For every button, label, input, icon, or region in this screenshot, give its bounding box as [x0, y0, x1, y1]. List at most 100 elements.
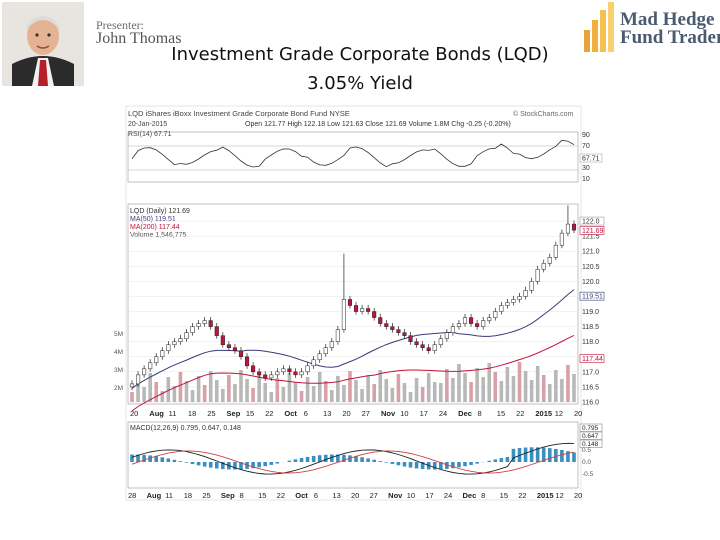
x-axis-label-bottom: 15 — [500, 491, 508, 500]
macd-hist-bar — [499, 458, 504, 462]
volume-bar — [457, 364, 461, 402]
candle-body — [426, 347, 431, 351]
price-tick-label: 119.0 — [582, 309, 599, 316]
x-axis-label-top: 24 — [439, 409, 447, 418]
x-axis-label-top: 22 — [265, 409, 273, 418]
rsi-tick-label: 10 — [582, 176, 590, 183]
macd-hist-bar — [560, 449, 564, 462]
macd-hist-bar — [366, 458, 370, 462]
volume-bar — [275, 378, 280, 402]
volume-bar — [390, 388, 395, 402]
volume-bar — [396, 374, 401, 402]
price-tick-label: 121.0 — [582, 249, 600, 256]
macd-hist-bar — [511, 448, 516, 462]
macd-tag-label: 0.148 — [582, 441, 599, 448]
candle-body — [366, 308, 371, 312]
candle-body — [178, 338, 183, 342]
macd-hist-bar — [348, 455, 352, 462]
macd-tick-label: 0.5 — [582, 447, 591, 454]
candle-body — [547, 257, 552, 264]
candle-body — [323, 347, 328, 355]
macd-hist-bar — [336, 454, 340, 462]
volume-bar — [360, 389, 364, 402]
volume-bar — [257, 374, 261, 402]
x-axis-label-top: 25 — [207, 409, 215, 418]
x-axis-label-top: 11 — [169, 409, 177, 418]
price-tick-label: 121.5 — [582, 234, 600, 241]
candle-body — [329, 341, 334, 348]
title-line2: 3.05% Yield — [307, 73, 413, 94]
x-axis-label-bottom: 8 — [240, 491, 244, 500]
macd-hist-bar — [493, 459, 498, 462]
logo-line2: Fund Trader — [620, 27, 720, 48]
candle-body — [269, 374, 274, 379]
macd-hist-bar — [142, 454, 146, 462]
volume-bar — [293, 382, 298, 402]
candle-body — [565, 223, 570, 234]
volume-label: Volume 1,546,775 — [130, 232, 187, 239]
macd-hist-bar — [541, 447, 546, 462]
macd-hist-bar — [239, 462, 243, 470]
macd-hist-bar — [148, 455, 152, 462]
candle-body — [535, 269, 540, 282]
volume-bar — [438, 383, 443, 402]
volume-bar — [493, 372, 498, 402]
volume-bar — [305, 377, 310, 402]
x-axis-label-bottom: Sep — [221, 491, 235, 500]
volume-bar — [336, 376, 340, 402]
volume-bar — [372, 384, 376, 402]
x-axis-label-bottom: 28 — [128, 491, 136, 500]
candle-body — [469, 317, 474, 324]
macd-hist-bar — [245, 462, 249, 469]
candle-body — [160, 350, 165, 358]
candle-body — [190, 326, 195, 333]
price-tick-label: 117.0 — [582, 369, 599, 376]
candle-body — [305, 365, 310, 373]
candle-body — [541, 263, 546, 270]
price-panel: LQD (Daily) 121.69 MA(50) 119.51 MA(200)… — [127, 203, 579, 405]
title-line1: Investment Grade Corporate Bonds (LQD) — [171, 44, 549, 65]
macd-hist-bar — [469, 462, 473, 465]
candle-body — [311, 359, 316, 367]
x-axis-label-bottom: 17 — [425, 491, 433, 500]
macd-hist-bar — [257, 462, 261, 468]
volume-bar — [529, 380, 534, 402]
volume-bar — [505, 367, 510, 402]
macd-hist-bar — [354, 456, 358, 462]
macd-hist-bar — [190, 462, 195, 465]
volume-bar — [166, 377, 171, 402]
macd-hist-bar — [384, 462, 389, 463]
macd-hist-bar — [372, 459, 376, 462]
logo-line1: Mad Hedge — [620, 9, 715, 30]
x-axis-label-top: Dec — [458, 409, 472, 418]
volume-bar — [451, 378, 455, 402]
candle-body — [402, 332, 407, 336]
macd-hist-bar — [505, 456, 510, 462]
volume-bar — [311, 386, 316, 402]
x-axis-label-bottom: 24 — [444, 491, 452, 500]
volume-bar — [535, 366, 540, 402]
x-axis-label-top: 2015 — [535, 409, 552, 418]
chart-source: © StockCharts.com — [513, 110, 574, 118]
volume-bar — [202, 385, 207, 402]
volume-bar — [330, 390, 334, 402]
macd-hist-bar — [529, 447, 534, 462]
macd-hist-bar — [396, 462, 401, 466]
x-axis-label-top: 17 — [420, 409, 428, 418]
macd-tag-label: 0.795 — [582, 425, 599, 432]
price-tick-label: 116.0 — [582, 400, 599, 407]
x-axis-label-bottom: Dec — [463, 491, 477, 500]
candle-body — [372, 311, 377, 318]
x-axis-label-top: 12 — [555, 409, 563, 418]
macd-hist-bar — [160, 457, 165, 462]
candle-body — [281, 368, 286, 373]
volume-tick-label: 5M — [114, 331, 123, 338]
candle-body — [475, 323, 480, 327]
macd-hist-bar — [263, 462, 268, 467]
macd-hist-bar — [178, 461, 183, 462]
candle-body — [136, 374, 141, 385]
macd-tag-label: 0.647 — [582, 433, 599, 440]
volume-bar — [233, 384, 237, 402]
volume-bar — [384, 379, 389, 402]
macd-hist-bar — [330, 454, 334, 462]
